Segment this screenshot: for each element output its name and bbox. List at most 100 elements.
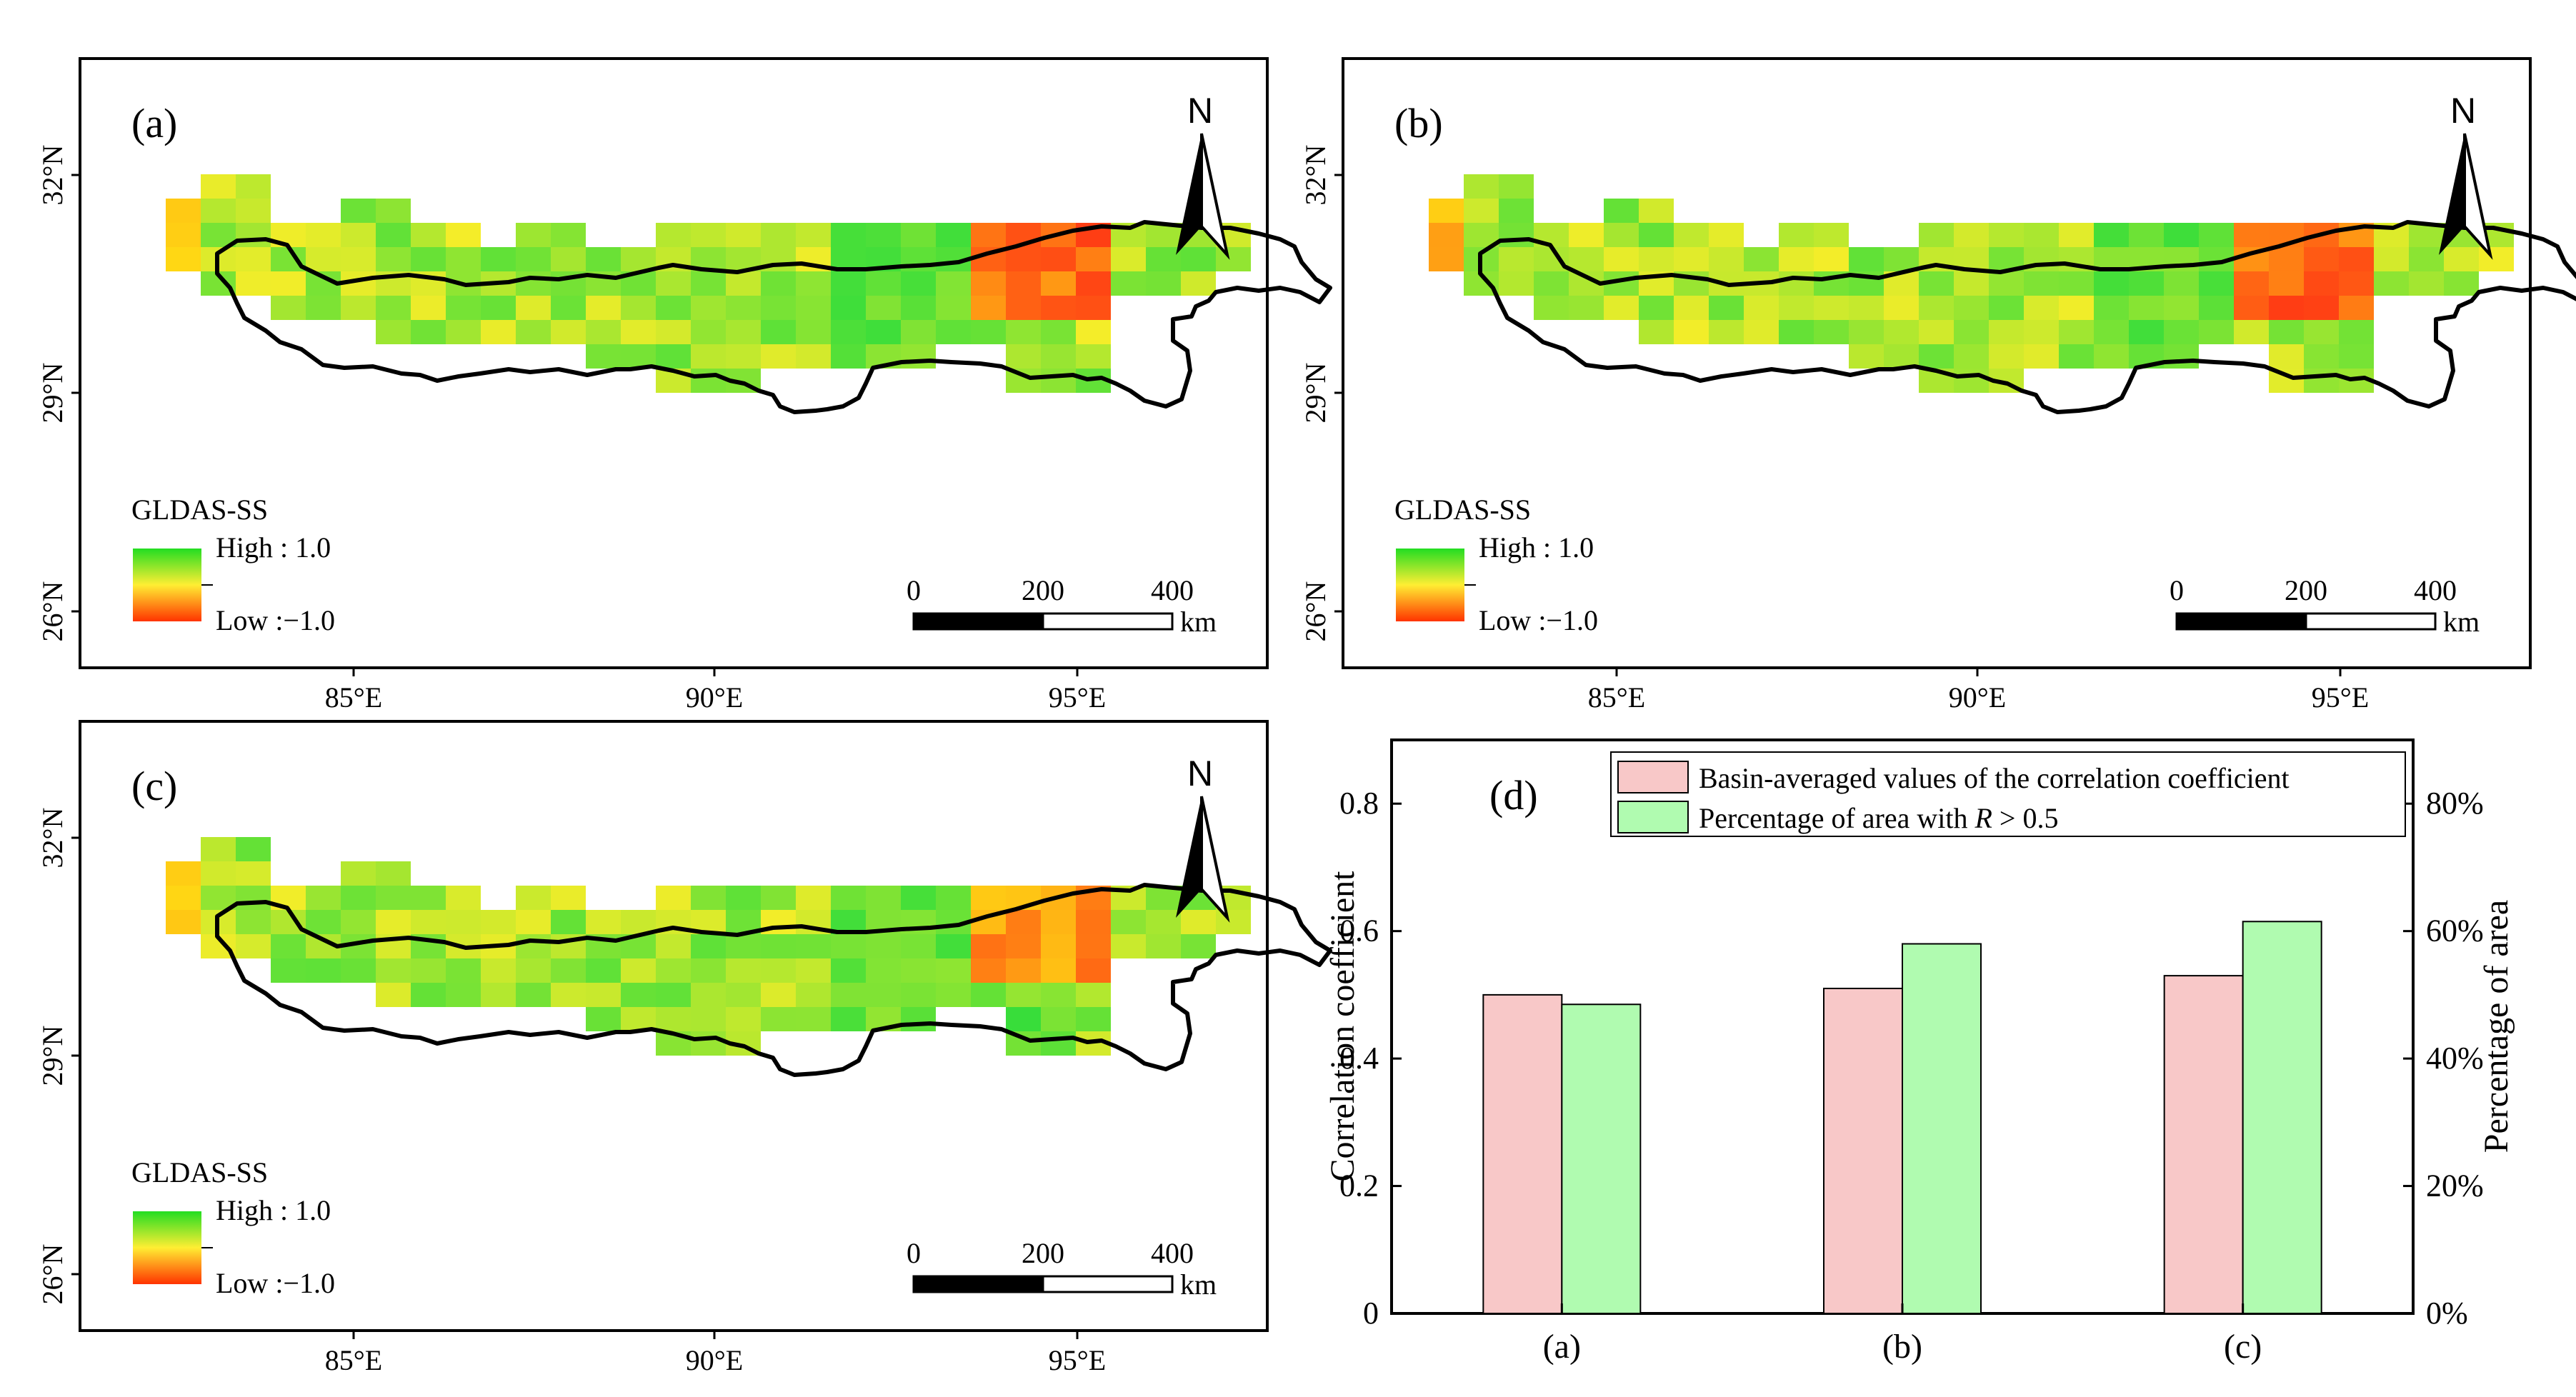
grid-cell xyxy=(971,958,1006,983)
grid-cell xyxy=(1041,958,1076,983)
grid-cell xyxy=(1006,344,1041,369)
grid-cell xyxy=(691,223,726,247)
grid-cell xyxy=(1076,320,1111,344)
grid-cell xyxy=(901,983,936,1007)
grid-cell xyxy=(236,837,271,861)
grid-cell xyxy=(376,861,411,886)
grid-cell xyxy=(1954,223,1989,247)
grid-cell xyxy=(726,983,761,1007)
grid-cell xyxy=(551,320,586,344)
grid-cell xyxy=(376,199,411,223)
legend-low-label: Low :−1.0 xyxy=(216,1267,335,1299)
scale-label-400: 400 xyxy=(1151,1237,1194,1269)
grid-cell xyxy=(901,1007,936,1031)
grid-cell xyxy=(901,934,936,958)
grid-cell xyxy=(341,861,376,886)
grid-cell xyxy=(1639,247,1674,271)
y2-tick-label: 40% xyxy=(2426,1041,2484,1076)
lon-tick-85: 85°E xyxy=(325,1344,382,1376)
legend-label-correlation: Basin-averaged values of the correlation… xyxy=(1699,762,2290,794)
grid-cell xyxy=(516,958,551,983)
lon-axis-c: 85°E 90°E 95°E xyxy=(325,1331,1106,1376)
grid-cell xyxy=(306,296,341,320)
grid-cell xyxy=(2269,296,2304,320)
grid-cell xyxy=(376,223,411,247)
y-axis-title: Correlation coefficient xyxy=(1324,871,1362,1182)
grid-cell xyxy=(656,1007,691,1031)
grid-cell xyxy=(1849,320,1884,344)
grid-cell xyxy=(236,174,271,199)
grid-cell xyxy=(1779,320,1814,344)
grid-cell xyxy=(901,320,936,344)
grid-cell xyxy=(2199,320,2234,344)
grid-cell xyxy=(236,886,271,910)
grid-cell xyxy=(621,983,656,1007)
grid-cell xyxy=(796,886,831,910)
lon-axis-b: 85°E 90°E 95°E xyxy=(1588,668,2369,713)
grid-cell xyxy=(201,174,236,199)
grid-cell xyxy=(1989,271,2024,296)
grid-cell xyxy=(1919,271,1954,296)
grid-cell xyxy=(2304,271,2339,296)
grid-cell xyxy=(1429,247,1464,271)
grid-cell xyxy=(586,296,621,320)
grid-cell xyxy=(831,344,866,369)
grid-cell xyxy=(691,320,726,344)
grid-cell xyxy=(621,296,656,320)
grid-cell xyxy=(866,983,901,1007)
grid-cell xyxy=(446,223,481,247)
grid-cell xyxy=(2199,271,2234,296)
y-tick-label: 0.4 xyxy=(1339,1041,1379,1076)
grid-cell xyxy=(691,271,726,296)
grid-cell xyxy=(1076,247,1111,271)
grid-cell xyxy=(1884,320,1919,344)
grid-cell xyxy=(2164,271,2199,296)
grid-cell xyxy=(2444,247,2479,271)
grid-cell xyxy=(866,296,901,320)
legend-color-ramp xyxy=(133,549,201,621)
grid-cell xyxy=(691,934,726,958)
grid-cell xyxy=(831,983,866,1007)
grid-cell xyxy=(1216,910,1251,934)
grid-cell xyxy=(1464,174,1499,199)
lat-axis-c: 32°N 29°N 26°N xyxy=(36,808,80,1304)
legend-title: GLDAS-SS xyxy=(1394,494,1531,526)
grid-cell xyxy=(726,271,761,296)
grid-cell xyxy=(1744,296,1779,320)
grid-cell xyxy=(551,886,586,910)
grid-cell xyxy=(936,934,971,958)
grid-cell xyxy=(586,344,621,369)
grid-cell xyxy=(376,958,411,983)
grid-cell xyxy=(1814,247,1849,271)
grid-cell xyxy=(586,320,621,344)
right-axis-ticks: 0% 20% 40% 60% 80% xyxy=(2403,786,2484,1331)
grid-cell xyxy=(1111,910,1146,934)
grid-cell xyxy=(1146,910,1181,934)
legend-high-label: High : 1.0 xyxy=(1479,531,1594,564)
panel-label: (d) xyxy=(1489,772,1538,818)
grid-cell xyxy=(656,271,691,296)
legend-color-ramp xyxy=(133,1211,201,1284)
grid-cell xyxy=(551,958,586,983)
grid-cell xyxy=(236,861,271,886)
lon-tick-85: 85°E xyxy=(325,681,382,713)
grid-cell xyxy=(516,934,551,958)
grid-cell xyxy=(1006,910,1041,934)
grid-cell xyxy=(2164,223,2199,247)
scale-unit: km xyxy=(1180,1268,1217,1301)
grid-cell xyxy=(271,958,306,983)
scale-label-200: 200 xyxy=(1022,574,1064,606)
grid-cell xyxy=(1639,296,1674,320)
grid-cell xyxy=(656,958,691,983)
map-panel-c: (c) N GLDAS-SS High : 1.0 Low :−1.0 0 20… xyxy=(79,720,1332,1332)
grid-cell xyxy=(1639,320,1674,344)
grid-cell xyxy=(2374,271,2409,296)
grid-cell xyxy=(831,320,866,344)
map-panel-a: (a) N GLDAS-SS High : 1.0 Low :−1.0 0 20… xyxy=(79,57,1332,669)
grid-cell xyxy=(516,320,551,344)
grid-cell xyxy=(516,223,551,247)
basin-boundary xyxy=(215,883,1332,1077)
basin-boundary xyxy=(215,220,1332,414)
grid-cell xyxy=(1814,320,1849,344)
grid-cell xyxy=(901,271,936,296)
